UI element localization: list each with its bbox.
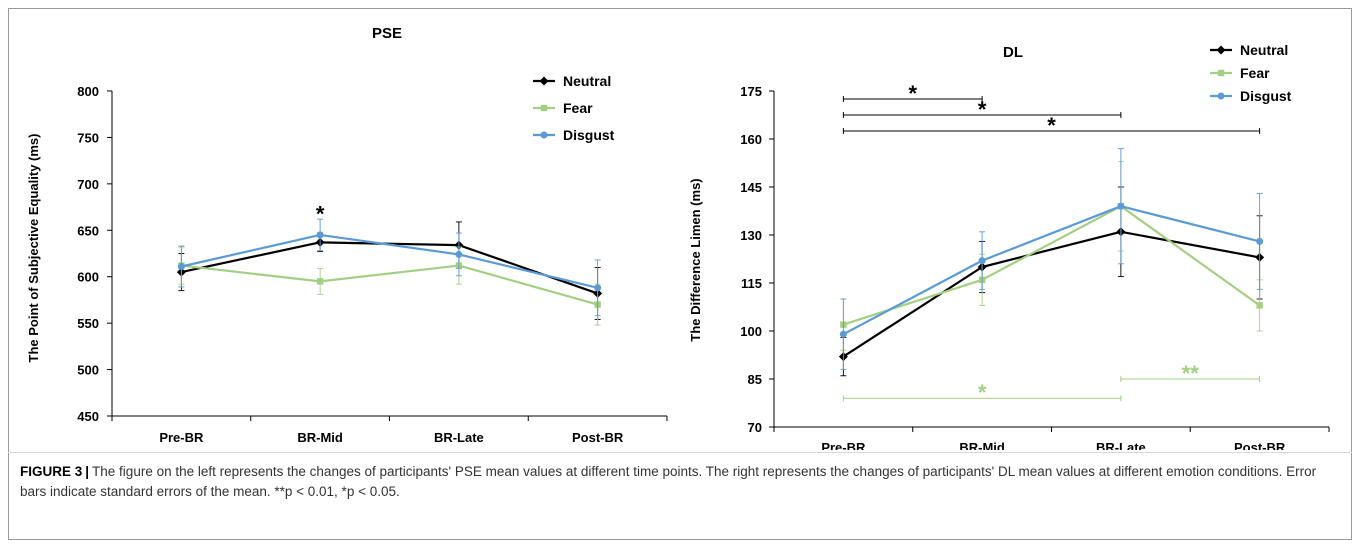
dl-legend-item-fear: Fear	[1210, 65, 1270, 81]
figure-frame	[8, 8, 1352, 540]
dl-significance-label: **	[1182, 361, 1200, 386]
dl-significance-bracket: **	[1120, 361, 1261, 386]
dl-line-neutral	[842, 230, 1260, 358]
pse-legend: Neutral Fear Disgust	[533, 73, 615, 143]
pse-y-tick-label: 700	[77, 177, 99, 192]
pse-y-tick-label: 450	[77, 409, 99, 424]
dl-y-tick-label: 85	[748, 372, 762, 387]
dl-legend: Neutral Fear Disgust	[1210, 42, 1292, 104]
pse-legend-item-neutral: Neutral	[533, 73, 611, 89]
dl-series-neutral	[838, 186, 1265, 377]
dl-y-axis-label: The Difference Limen (ms)	[688, 178, 703, 341]
dl-significance-label: *	[978, 380, 987, 405]
pse-chart-title: PSE	[372, 25, 402, 42]
dl-significance-label: *	[1047, 113, 1056, 138]
pse-legend-item-fear: Fear	[533, 100, 593, 116]
dl-y-tick-label: 175	[740, 84, 762, 99]
pse-x-tick-label: BR-Late	[434, 430, 484, 445]
dl-legend-marker-disgust	[1217, 92, 1225, 100]
pse-y-axis-label: The Point of Subjective Equality (ms)	[26, 134, 41, 363]
dl-series-fear	[840, 160, 1263, 351]
caption-divider	[8, 452, 1352, 453]
dl-point-fear	[1256, 302, 1263, 309]
dl-legend-marker-neutral	[1216, 45, 1226, 55]
dl-significance-label: *	[908, 81, 917, 106]
dl-x-tick-label: BR-Mid	[959, 440, 1005, 450]
figure-charts: PSE The Point of Subjective Equality (ms…	[26, 25, 1330, 450]
dl-chart: DL The Difference Limen (ms) 70 85 100 115 1…	[688, 42, 1330, 450]
pse-legend-label: Disgust	[563, 127, 615, 143]
dl-legend-label: Fear	[1240, 65, 1270, 81]
dl-series-disgust	[839, 148, 1264, 370]
pse-legend-item-disgust: Disgust	[533, 127, 615, 143]
pse-y-tick-label: 800	[77, 84, 99, 99]
pse-series-neutral	[176, 221, 603, 320]
pse-legend-label: Fear	[563, 100, 593, 116]
pse-plot-area: 450 500 550 600 650 700 750 800 Pre-BR BR-Mid BR-L…	[77, 73, 668, 445]
dl-line-fear	[843, 205, 1261, 326]
dl-y-tick-label: 160	[740, 132, 762, 147]
dl-significance-bracket: *	[842, 113, 1261, 138]
pse-annotation: *	[316, 202, 325, 227]
dl-legend-item-neutral: Neutral	[1210, 42, 1288, 58]
dl-significance-label: *	[978, 97, 987, 122]
dl-significance-bracket: *	[842, 380, 1122, 405]
dl-x-tick-label: Pre-BR	[821, 440, 866, 450]
pse-legend-marker-disgust	[540, 131, 548, 139]
pse-legend-marker-neutral	[539, 76, 549, 86]
dl-y-tick-label: 115	[741, 276, 762, 291]
pse-x-tick-label: BR-Mid	[297, 430, 343, 445]
pse-y-tick-label: 650	[77, 223, 99, 238]
dl-significance-bracket: *	[842, 97, 1122, 122]
pse-point-disgust	[316, 231, 324, 239]
pse-y-tick-label: 550	[77, 316, 99, 331]
dl-plot-area: 70 85 100 115 130 145 160 175 Pre-BR BR-Mid BR-Lat…	[740, 42, 1330, 450]
dl-point-disgust	[1256, 237, 1264, 245]
dl-x-tick-label: Post-BR	[1234, 440, 1286, 450]
dl-legend-marker-fear	[1217, 69, 1225, 77]
figure-caption: FIGURE 3 | The figure on the left represen…	[20, 462, 1340, 502]
dl-legend-label: Neutral	[1240, 42, 1288, 58]
dl-point-disgust	[839, 330, 847, 338]
pse-series-disgust	[177, 218, 602, 317]
pse-legend-marker-fear	[540, 104, 548, 112]
dl-point-disgust	[1117, 202, 1125, 210]
pse-x-tick-label: Pre-BR	[159, 430, 204, 445]
pse-point-disgust	[594, 284, 602, 292]
dl-y-tick-label: 130	[740, 228, 762, 243]
pse-point-fear	[316, 278, 324, 285]
dl-line-disgust	[842, 205, 1260, 336]
pse-y-tick-label: 750	[77, 130, 99, 145]
figure-label: FIGURE 3	[20, 464, 83, 479]
pse-chart: PSE The Point of Subjective Equality (ms…	[26, 25, 668, 445]
pse-line-neutral	[181, 241, 598, 295]
dl-x-tick-label: BR-Late	[1096, 440, 1146, 450]
pse-y-tick-label: 600	[77, 270, 99, 285]
dl-point-disgust	[978, 257, 986, 265]
pse-point-disgust	[177, 263, 185, 270]
dl-legend-label: Disgust	[1240, 88, 1292, 104]
pse-line-fear	[181, 264, 598, 306]
dl-legend-item-disgust: Disgust	[1210, 88, 1292, 104]
dl-significance-bracket: *	[842, 81, 983, 106]
dl-y-tick-label: 70	[748, 420, 762, 435]
dl-y-tick-label: 145	[740, 180, 762, 195]
pse-y-tick-label: 500	[77, 363, 99, 378]
dl-y-tick-label: 100	[740, 324, 762, 339]
pse-x-tick-label: Post-BR	[572, 430, 624, 445]
caption-text: The figure on the left represents the ch…	[20, 464, 1317, 499]
pse-line-disgust	[181, 233, 598, 289]
pse-point-disgust	[455, 250, 463, 258]
pse-legend-label: Neutral	[563, 73, 611, 89]
dl-chart-title: DL	[1003, 44, 1023, 61]
caption-separator: |	[85, 464, 90, 479]
